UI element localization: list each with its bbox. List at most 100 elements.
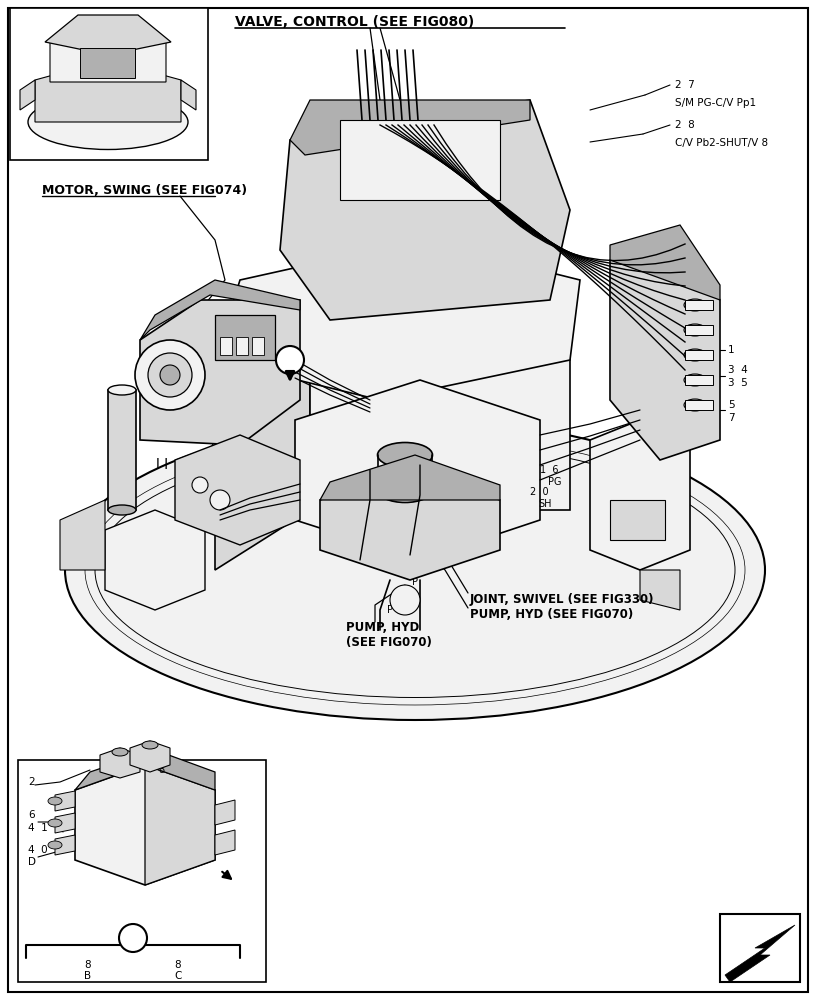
Polygon shape: [610, 225, 720, 300]
Ellipse shape: [108, 385, 136, 395]
Ellipse shape: [378, 478, 432, 502]
Text: MOTOR, SWING (SEE FIG074): MOTOR, SWING (SEE FIG074): [42, 184, 247, 196]
Text: 2  7: 2 7: [675, 80, 694, 90]
Text: 4  1: 4 1: [28, 823, 48, 833]
Polygon shape: [310, 300, 570, 510]
Bar: [685, 400, 713, 410]
Polygon shape: [320, 455, 500, 500]
Polygon shape: [75, 750, 215, 790]
Bar: [18, 760, 266, 982]
Circle shape: [390, 585, 420, 615]
Text: 8: 8: [397, 592, 403, 602]
Text: S/V A-S/J P: S/V A-S/J P: [180, 511, 242, 521]
Ellipse shape: [112, 748, 128, 756]
Circle shape: [276, 346, 304, 374]
Text: P: P: [387, 605, 393, 615]
Text: 1  6: 1 6: [540, 465, 558, 475]
Polygon shape: [610, 240, 720, 460]
Polygon shape: [100, 748, 140, 778]
Polygon shape: [140, 300, 300, 445]
Bar: [685, 300, 713, 310]
Text: 8: 8: [175, 960, 181, 970]
Polygon shape: [280, 100, 570, 320]
Text: 2  1: 2 1: [313, 266, 331, 276]
Bar: [685, 375, 713, 385]
Circle shape: [148, 353, 192, 397]
Text: 5: 5: [728, 400, 734, 410]
Polygon shape: [590, 420, 690, 570]
Polygon shape: [35, 60, 181, 122]
Text: A: A: [128, 932, 138, 944]
Text: 2  8: 2 8: [675, 120, 694, 130]
Text: VALVE, CONTROL (SEE FIG080): VALVE, CONTROL (SEE FIG080): [235, 15, 474, 29]
Polygon shape: [181, 80, 196, 110]
Text: A: A: [158, 753, 165, 763]
Polygon shape: [55, 835, 75, 855]
Polygon shape: [55, 813, 75, 833]
Text: PUMP, HYD (SEE FIG070): PUMP, HYD (SEE FIG070): [470, 608, 633, 621]
Ellipse shape: [684, 324, 706, 336]
Polygon shape: [320, 470, 500, 580]
Bar: [720, 914, 800, 982]
Circle shape: [160, 365, 180, 385]
Polygon shape: [60, 500, 105, 570]
Polygon shape: [215, 800, 235, 825]
Text: JOINT, SWIVEL (SEE FIG330): JOINT, SWIVEL (SEE FIG330): [470, 593, 654, 606]
Text: C: C: [175, 971, 182, 981]
Bar: [685, 325, 713, 335]
Ellipse shape: [684, 299, 706, 311]
Circle shape: [210, 490, 230, 510]
Text: SH: SH: [538, 499, 552, 509]
Text: 1: 1: [422, 565, 428, 575]
Text: 8: 8: [158, 765, 164, 775]
Bar: [220, 337, 232, 355]
Bar: [108, 390, 136, 510]
Ellipse shape: [108, 505, 136, 515]
Ellipse shape: [142, 741, 158, 749]
Text: PG: PG: [315, 253, 329, 263]
Text: B: B: [84, 971, 91, 981]
Text: 1: 1: [728, 345, 734, 355]
Text: A: A: [285, 354, 295, 366]
Text: 3  5: 3 5: [728, 378, 747, 388]
Polygon shape: [55, 791, 75, 811]
Polygon shape: [140, 280, 300, 340]
Polygon shape: [290, 100, 530, 155]
Polygon shape: [295, 380, 540, 560]
Ellipse shape: [48, 841, 62, 849]
Bar: [610, 500, 665, 540]
Polygon shape: [75, 765, 215, 885]
Text: 6: 6: [28, 810, 34, 820]
Polygon shape: [20, 80, 35, 110]
Text: PG: PG: [548, 477, 561, 487]
Polygon shape: [130, 741, 170, 772]
Text: 2  5: 2 5: [180, 463, 199, 473]
Polygon shape: [215, 290, 570, 360]
Polygon shape: [725, 925, 795, 982]
Text: D: D: [28, 857, 36, 867]
Ellipse shape: [65, 420, 765, 720]
Ellipse shape: [684, 399, 706, 411]
Polygon shape: [145, 765, 215, 885]
Polygon shape: [105, 510, 205, 610]
Polygon shape: [215, 830, 235, 855]
Text: 3  4: 3 4: [728, 365, 747, 375]
Ellipse shape: [378, 442, 432, 468]
Text: 7: 7: [728, 413, 734, 423]
Text: 4  0: 4 0: [28, 845, 47, 855]
Text: SHUT/V D-S/M SH: SHUT/V D-S/M SH: [180, 477, 282, 487]
Text: l l: l l: [156, 458, 168, 472]
Bar: [215, 315, 275, 360]
Ellipse shape: [684, 349, 706, 361]
Polygon shape: [215, 240, 580, 400]
Polygon shape: [175, 435, 300, 545]
Text: PUMP, HYD
(SEE FIG070): PUMP, HYD (SEE FIG070): [346, 621, 432, 649]
Text: 3  0: 3 0: [180, 495, 198, 505]
Polygon shape: [215, 300, 310, 570]
Ellipse shape: [48, 797, 62, 805]
Circle shape: [135, 340, 205, 410]
Bar: [252, 337, 264, 355]
Text: 2: 2: [28, 777, 34, 787]
Text: 8: 8: [85, 960, 91, 970]
Ellipse shape: [28, 95, 188, 149]
